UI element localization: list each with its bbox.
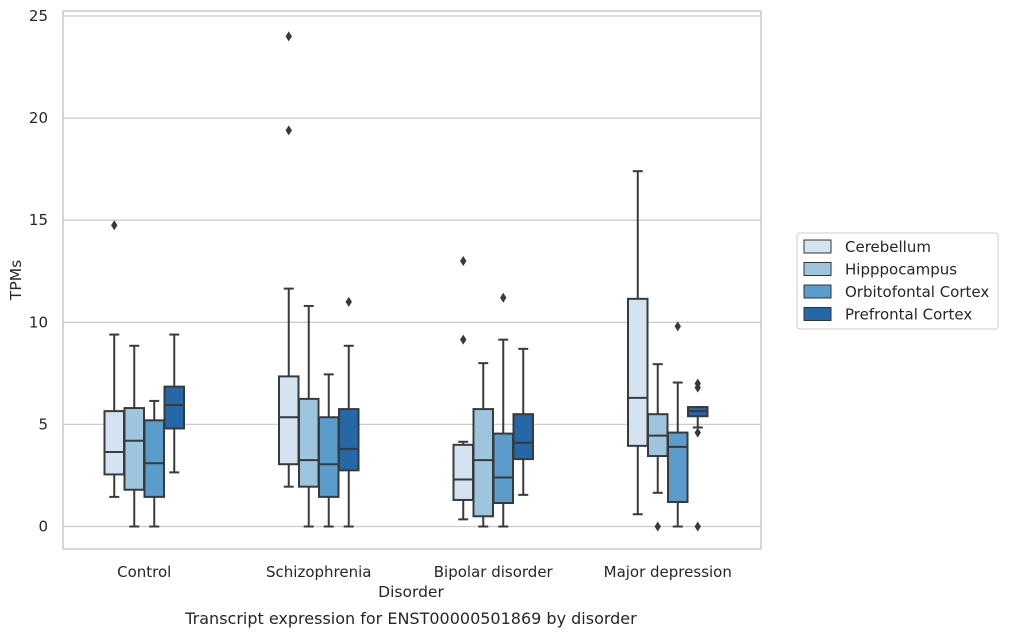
chart-caption: Transcript expression for ENST0000050186… <box>184 609 637 628</box>
box-body <box>278 375 300 466</box>
box-body <box>492 432 514 505</box>
box-hipppocampus <box>298 304 320 528</box>
outlier-point <box>654 521 661 532</box>
legend-label: Orbitofontal Cortex <box>845 283 989 301</box>
box-body <box>103 410 125 476</box>
x-tick-label: Schizophrenia <box>266 563 371 581</box>
box-prefrontal-cortex <box>687 378 709 532</box>
box-prefrontal-cortex <box>163 333 185 474</box>
outlier-point <box>285 125 292 136</box>
y-tick-labels: 0 5 10 15 20 25 <box>29 7 48 536</box>
box-orbitofontal-cortex <box>667 321 689 528</box>
box-hipppocampus <box>647 363 669 532</box>
outlier-point <box>500 292 507 303</box>
x-tick-label: Control <box>117 563 171 581</box>
box-orbitofontal-cortex <box>492 292 514 528</box>
box-cerebellum <box>627 170 649 516</box>
outlier-point <box>285 31 292 42</box>
outlier-point <box>460 256 467 267</box>
box-body <box>452 443 474 501</box>
outlier-point <box>694 427 701 438</box>
y-tick-label: 5 <box>38 415 48 433</box>
x-tick-label: Bipolar disorder <box>434 563 554 581</box>
y-tick-label: 10 <box>29 313 48 331</box>
box-body <box>667 431 689 503</box>
box-body <box>338 408 360 472</box>
outlier-point <box>694 521 701 532</box>
outlier-point <box>694 378 701 389</box>
outlier-point <box>111 220 118 231</box>
legend-swatch <box>803 307 832 321</box>
box-body <box>512 413 534 461</box>
y-tick-label: 0 <box>38 518 48 536</box>
outlier-point <box>460 334 467 345</box>
box-body <box>143 419 165 498</box>
legend-label: Hipppocampus <box>845 261 957 279</box>
box-body <box>472 408 494 518</box>
box-cerebellum <box>452 256 474 521</box>
y-tick-label: 15 <box>29 211 48 229</box>
y-tick-label: 20 <box>29 109 48 127</box>
y-axis-label: TPMs <box>7 260 25 301</box>
legend-label: Cerebellum <box>845 238 931 256</box>
box-hipppocampus <box>123 344 145 528</box>
legend-label: Prefrontal Cortex <box>845 306 972 324</box>
outlier-point <box>345 296 352 307</box>
x-tick-labels: Control Schizophrenia Bipolar disorder Majo… <box>117 563 732 581</box>
legend-frame <box>796 232 999 330</box>
outlier-point <box>674 321 681 332</box>
box-prefrontal-cortex <box>512 347 534 496</box>
box-groups <box>103 31 709 532</box>
box-cerebellum <box>103 220 125 498</box>
legend-swatch <box>803 284 832 299</box>
box-body <box>627 297 649 447</box>
x-axis-label: Disorder <box>378 583 444 601</box>
box-orbitofontal-cortex <box>143 399 165 528</box>
plot-area <box>62 10 762 550</box>
legend: Cerebellum Hipppocampus Orbitofontal Corte… <box>796 232 999 330</box>
legend-swatch <box>803 239 832 254</box>
x-tick-label: Major depression <box>604 563 732 581</box>
box-body <box>163 385 185 430</box>
legend-swatch <box>803 262 832 276</box>
box-hipppocampus <box>472 362 494 528</box>
box-prefrontal-cortex <box>338 296 360 528</box>
box-body <box>318 416 340 498</box>
box-body <box>298 397 320 488</box>
y-tick-label: 25 <box>29 7 48 25</box>
box-body <box>123 407 145 491</box>
